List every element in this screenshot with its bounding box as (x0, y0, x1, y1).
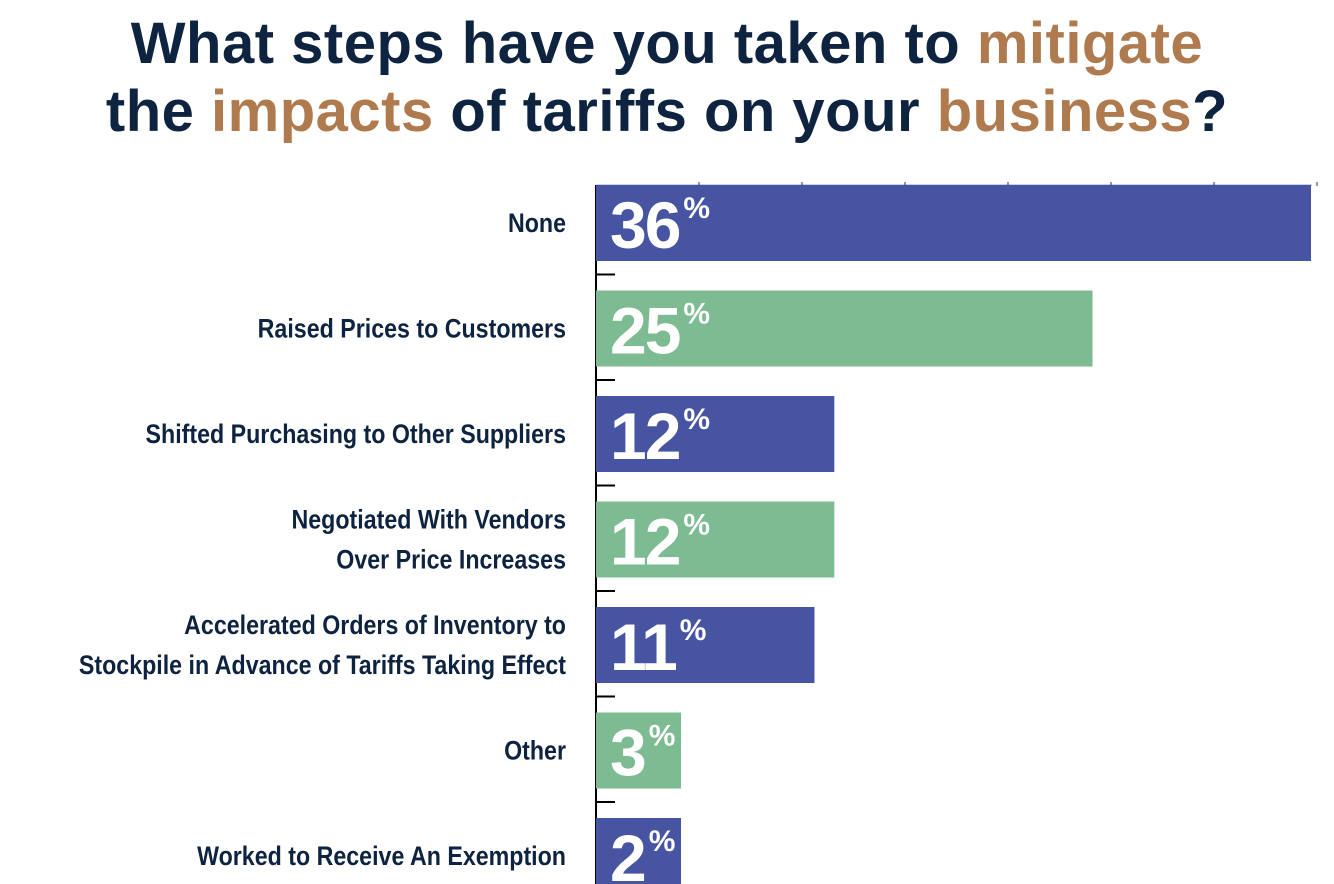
bar-value-unit: % (683, 403, 709, 436)
bar (596, 396, 835, 472)
bar (596, 818, 681, 884)
bar-value-number: 36 (610, 188, 680, 262)
bar-value-number: 3 (610, 716, 645, 790)
category-label: Stockpile in Advance of Tariffs Taking E… (79, 650, 567, 680)
bar-value-unit: % (683, 509, 709, 542)
title-text: of tariffs on your (433, 79, 937, 144)
bar-value-unit: % (649, 825, 675, 858)
bar (596, 501, 835, 578)
category-label: Negotiated With Vendors (292, 505, 566, 535)
category-label: None (508, 208, 566, 238)
category-label: Accelerated Orders of Inventory to (184, 610, 566, 640)
category-label: Worked to Receive An Exemption (197, 841, 566, 871)
bar-value-unit: % (683, 298, 709, 331)
bar-value-number: 12 (610, 505, 680, 579)
bar-value-label: 25% (610, 294, 709, 368)
bar-value-unit: % (683, 192, 709, 225)
bar-value-label: 11% (610, 610, 706, 684)
bar-value-unit: % (680, 614, 706, 647)
bar-value-number: 2 (610, 821, 645, 884)
title-accent-word: business (936, 79, 1193, 144)
category-label: Raised Prices to Customers (258, 314, 566, 344)
bar-value-unit: % (649, 720, 675, 753)
title-text: What steps have you taken to (130, 11, 977, 76)
category-label: Over Price Increases (336, 545, 566, 575)
category-label: Other (504, 736, 566, 766)
title-accent-word: impacts (211, 79, 434, 144)
bar-value-label: 12% (610, 505, 709, 579)
bar-value-number: 11 (610, 610, 676, 684)
category-label: Shifted Purchasing to Other Suppliers (146, 419, 566, 449)
bar (596, 712, 681, 789)
title-line-2: the impacts of tariffs on your business? (0, 78, 1334, 146)
bar-value-label: 2% (610, 821, 675, 884)
bar (596, 185, 1311, 261)
title-text: the (105, 79, 212, 144)
title-text: ? (1192, 79, 1229, 144)
bar-value-label: 36% (610, 188, 709, 262)
title-accent-word: mitigate (976, 11, 1204, 76)
bar-value-label: 3% (610, 716, 675, 790)
chart-title: What steps have you taken to mitigate th… (0, 10, 1334, 146)
bar (596, 607, 815, 683)
title-line-1: What steps have you taken to mitigate (0, 10, 1334, 78)
bar-value-number: 25 (610, 294, 680, 368)
bar-value-number: 12 (610, 399, 680, 473)
bar-value-label: 12% (610, 399, 709, 473)
bar (596, 290, 1093, 367)
